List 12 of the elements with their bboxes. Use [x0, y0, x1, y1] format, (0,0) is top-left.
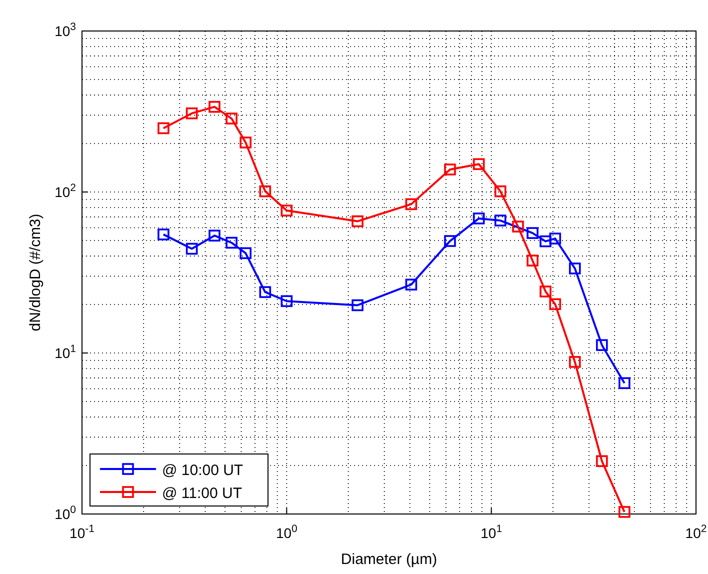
x-tick-label: 10$^{-1}$ — [70, 523, 95, 541]
x-tick-label: 10$^{0}$ — [276, 523, 298, 541]
x-tick-label: 10$^{2}$ — [685, 523, 707, 541]
y-axis-title: dN/dlogD (#/cm3) — [27, 214, 44, 332]
x-axis-title: Diameter (µm) — [340, 551, 438, 568]
legend-label: @ 11:00 UT — [162, 485, 242, 502]
x-tick-label: 10$^{1}$ — [480, 523, 502, 541]
y-tick-label: 10$^{1}$ — [54, 343, 76, 361]
legend-label: @ 10:00 UT — [162, 462, 244, 479]
y-tick-label: 10$^{2}$ — [54, 182, 76, 200]
y-tick-label: 10$^{0}$ — [54, 504, 76, 522]
y-tick-label: 10$^{3}$ — [54, 21, 76, 39]
